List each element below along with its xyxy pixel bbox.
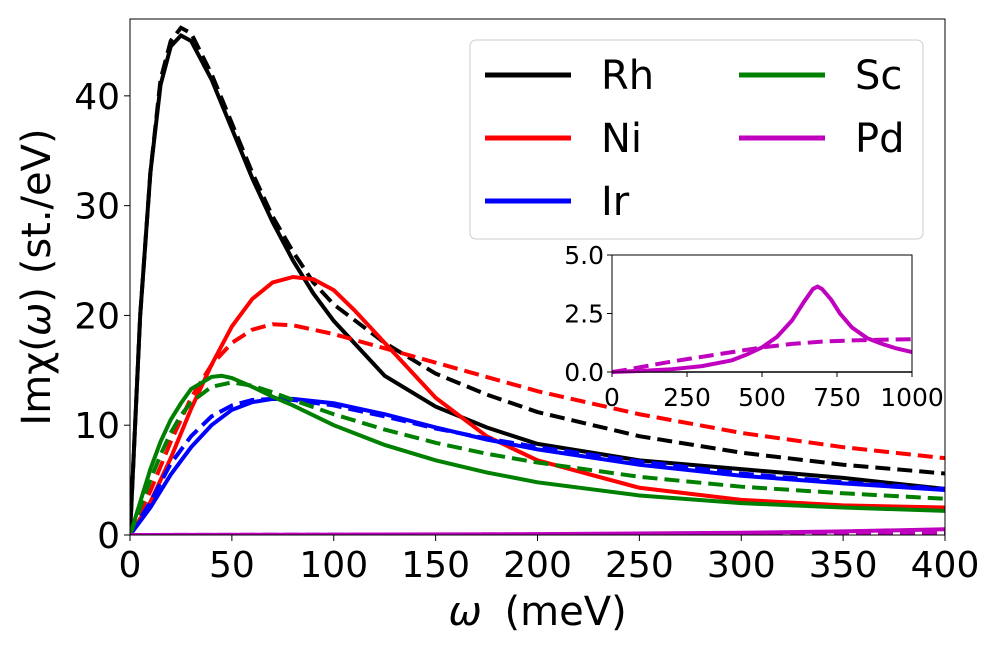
y-axis-suffix: ) (st./eV) bbox=[14, 128, 60, 302]
y-axis-symbol: ω bbox=[14, 303, 60, 337]
main-axes-ticks: 0 50 100 150 200 250 300 350 400 0 10 20 30 40 bbox=[74, 77, 979, 586]
y-tick-label: 30 bbox=[74, 187, 120, 228]
legend: Rh Ni Ir Sc Pd bbox=[469, 39, 924, 240]
x-tick-label: 400 bbox=[911, 545, 980, 586]
y-tick-label: 20 bbox=[74, 296, 120, 337]
x-tick-label: 350 bbox=[809, 545, 878, 586]
inset-chart: 0 250 500 750 1000 0.0 2.5 5.0 bbox=[564, 241, 944, 412]
x-tick-label: 150 bbox=[401, 545, 470, 586]
x-tick-label: 250 bbox=[605, 545, 674, 586]
legend-label-sc: Sc bbox=[855, 53, 902, 99]
inset-series-pd-solid-line bbox=[612, 284, 912, 374]
x-tick-label: 50 bbox=[209, 545, 255, 586]
inset-x-tick-label: 250 bbox=[663, 383, 711, 412]
series-rh-solid-line bbox=[130, 32, 945, 535]
inset-series-pd-dashed-line bbox=[612, 337, 912, 374]
series-ir-solid-line bbox=[130, 396, 945, 535]
inset-x-tick-label: 0 bbox=[604, 383, 620, 412]
y-axis-prefix: Imχ( bbox=[14, 336, 60, 425]
series-ni-solid-line bbox=[130, 274, 945, 535]
x-tick-label: 100 bbox=[299, 545, 368, 586]
legend-box bbox=[469, 39, 924, 240]
legend-label-ir: Ir bbox=[601, 179, 630, 225]
x-axis-label: ω (meV) bbox=[448, 589, 626, 635]
y-tick-label: 10 bbox=[74, 406, 120, 447]
inset-y-tick-label: 0.0 bbox=[564, 358, 604, 387]
inset-background bbox=[612, 255, 912, 372]
y-tick-label: 0 bbox=[97, 516, 120, 557]
x-axis-unit: (meV) bbox=[505, 589, 627, 635]
x-axis-symbol: ω bbox=[448, 589, 482, 635]
x-tick-label: 0 bbox=[119, 545, 142, 586]
inset-x-tick-label: 1000 bbox=[880, 383, 944, 412]
legend-label-pd: Pd bbox=[855, 116, 905, 162]
y-tick-label: 40 bbox=[74, 77, 120, 118]
inset-x-tick-label: 500 bbox=[738, 383, 786, 412]
legend-label-ni: Ni bbox=[601, 116, 642, 162]
inset-y-tick-label: 2.5 bbox=[564, 300, 604, 329]
inset-y-tick-label: 5.0 bbox=[564, 241, 604, 270]
series-sc-dashed-line bbox=[130, 380, 945, 535]
inset-axes-ticks: 0 250 500 750 1000 0.0 2.5 5.0 bbox=[564, 241, 944, 412]
inset-x-tick-label: 750 bbox=[813, 383, 861, 412]
x-tick-label: 200 bbox=[503, 545, 572, 586]
x-tick-label: 300 bbox=[707, 545, 776, 586]
series-sc-solid-line bbox=[130, 373, 945, 535]
legend-label-rh: Rh bbox=[601, 53, 654, 99]
y-axis-label: Imχ(ω) (st./eV) bbox=[14, 128, 60, 425]
